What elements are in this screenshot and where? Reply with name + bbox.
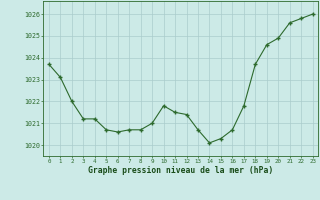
X-axis label: Graphe pression niveau de la mer (hPa): Graphe pression niveau de la mer (hPa) bbox=[88, 166, 273, 175]
